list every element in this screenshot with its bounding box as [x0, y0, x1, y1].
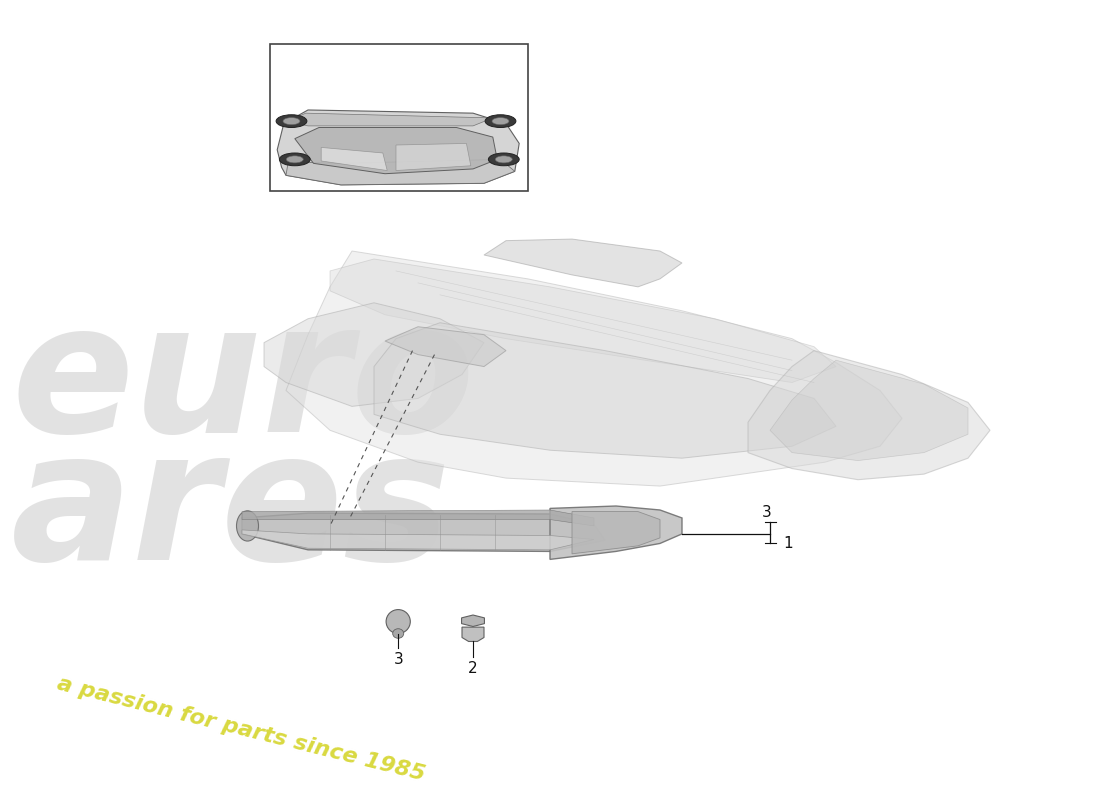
Ellipse shape — [495, 156, 513, 163]
Polygon shape — [242, 510, 594, 526]
Polygon shape — [770, 360, 968, 461]
Ellipse shape — [283, 118, 300, 125]
Text: 2: 2 — [469, 662, 477, 676]
Ellipse shape — [492, 118, 509, 125]
Ellipse shape — [279, 153, 310, 166]
Polygon shape — [330, 259, 836, 382]
Text: ares: ares — [11, 422, 451, 598]
Ellipse shape — [393, 629, 404, 638]
Polygon shape — [242, 513, 605, 551]
Text: a passion for parts since 1985: a passion for parts since 1985 — [55, 674, 427, 785]
Polygon shape — [286, 159, 515, 185]
Polygon shape — [484, 239, 682, 287]
Bar — [270, 44, 528, 191]
Polygon shape — [321, 147, 387, 170]
Polygon shape — [748, 350, 990, 480]
Ellipse shape — [485, 114, 516, 127]
Polygon shape — [288, 113, 493, 126]
Ellipse shape — [386, 610, 410, 634]
Polygon shape — [286, 251, 902, 486]
Polygon shape — [572, 511, 660, 554]
Polygon shape — [550, 506, 682, 559]
Text: 3: 3 — [394, 652, 403, 667]
Polygon shape — [295, 127, 497, 174]
Text: 3: 3 — [762, 505, 771, 519]
Ellipse shape — [236, 510, 258, 541]
Polygon shape — [374, 322, 836, 458]
Text: 1: 1 — [783, 536, 793, 551]
Polygon shape — [277, 110, 519, 185]
Polygon shape — [462, 615, 484, 626]
Polygon shape — [462, 627, 484, 642]
Polygon shape — [242, 530, 594, 550]
Ellipse shape — [276, 114, 307, 127]
Ellipse shape — [286, 156, 304, 163]
Polygon shape — [264, 303, 484, 406]
Polygon shape — [385, 326, 506, 366]
Polygon shape — [396, 143, 471, 170]
Text: euro: euro — [11, 294, 475, 470]
Ellipse shape — [488, 153, 519, 166]
